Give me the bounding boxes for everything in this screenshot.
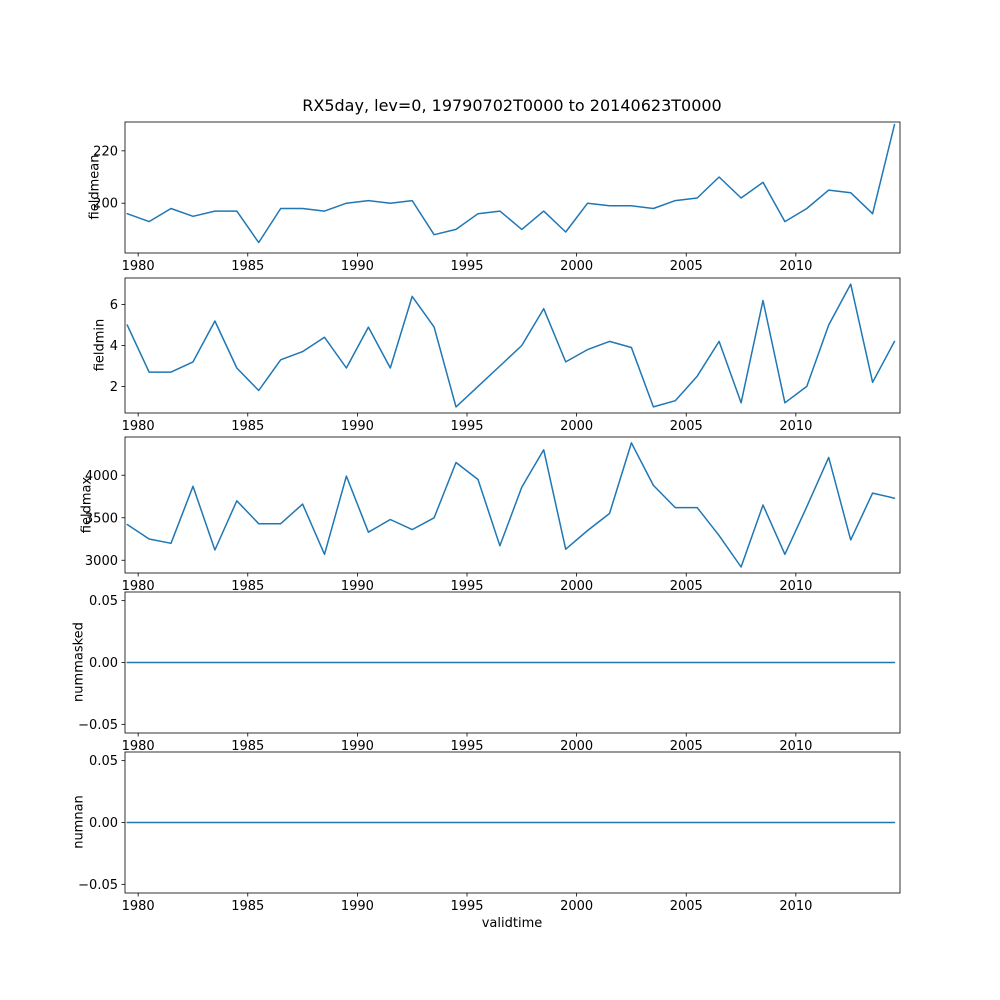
svg-text:4000: 4000 [85, 469, 118, 484]
svg-text:200: 200 [93, 197, 118, 212]
x-axis-label: validtime [481, 916, 543, 931]
ylabel-nummasked: nummasked [71, 622, 87, 702]
svg-text:−0.05: −0.05 [78, 878, 118, 893]
svg-text:1980: 1980 [122, 579, 155, 594]
svg-text:2000: 2000 [560, 259, 593, 274]
svg-text:0.00: 0.00 [89, 656, 118, 671]
svg-text:1980: 1980 [122, 899, 155, 914]
svg-text:1995: 1995 [450, 259, 483, 274]
subplot-numnan: −0.05 0.00 0.05 1980 1985 1990 1995 2000 2005 201… [78, 751, 901, 914]
ylabel-numnan: numnan [71, 795, 87, 849]
svg-text:1985: 1985 [231, 579, 264, 594]
svg-text:2000: 2000 [560, 899, 593, 914]
svg-text:3000: 3000 [85, 554, 118, 569]
svg-text:2005: 2005 [670, 259, 703, 274]
svg-text:−0.05: −0.05 [78, 718, 118, 733]
svg-text:6: 6 [110, 298, 118, 313]
svg-text:2010: 2010 [779, 579, 812, 594]
svg-text:2010: 2010 [779, 419, 812, 434]
svg-text:2005: 2005 [670, 419, 703, 434]
subplot-fieldmin: 2 4 6 1980 1985 1990 1995 2000 2005 2010 [110, 277, 901, 434]
svg-text:0.05: 0.05 [89, 594, 118, 609]
ylabel-fieldmean: fieldmean [87, 154, 103, 220]
svg-text:0.00: 0.00 [89, 816, 118, 831]
svg-text:3500: 3500 [85, 511, 118, 526]
svg-text:1995: 1995 [450, 579, 483, 594]
svg-text:0.05: 0.05 [89, 754, 118, 769]
series-line-fieldmean [126, 123, 896, 244]
svg-text:2000: 2000 [560, 579, 593, 594]
svg-text:2010: 2010 [779, 739, 812, 754]
svg-text:1990: 1990 [341, 899, 374, 914]
svg-text:1985: 1985 [231, 419, 264, 434]
svg-text:1995: 1995 [450, 899, 483, 914]
svg-text:2000: 2000 [560, 739, 593, 754]
subplot-nummasked: −0.05 0.00 0.05 1980 1985 1990 1995 2000 2005 201… [78, 591, 901, 754]
svg-text:2000: 2000 [560, 419, 593, 434]
svg-text:2005: 2005 [670, 739, 703, 754]
svg-text:1985: 1985 [231, 899, 264, 914]
svg-text:1985: 1985 [231, 259, 264, 274]
subplot-fieldmax: 3000 3500 4000 1980 1985 1990 1995 2000 2005 2010 [85, 436, 901, 594]
svg-text:1980: 1980 [122, 419, 155, 434]
svg-text:2: 2 [110, 380, 118, 395]
svg-text:1990: 1990 [341, 259, 374, 274]
svg-text:4: 4 [110, 339, 118, 354]
series-line-fieldmax [126, 442, 896, 568]
svg-text:1995: 1995 [450, 419, 483, 434]
svg-text:1990: 1990 [341, 739, 374, 754]
subplot-fieldmean: 200 220 1980 1985 1990 1995 2000 2005 2010 [93, 121, 901, 274]
series-line-fieldmin [126, 283, 896, 408]
svg-text:1985: 1985 [231, 739, 264, 754]
svg-text:1990: 1990 [341, 419, 374, 434]
svg-text:2005: 2005 [670, 579, 703, 594]
svg-text:1990: 1990 [341, 579, 374, 594]
chart-title: RX5day, lev=0, 19790702T0000 to 20140623… [302, 96, 722, 115]
svg-text:1995: 1995 [450, 739, 483, 754]
svg-text:2005: 2005 [670, 899, 703, 914]
svg-text:2010: 2010 [779, 259, 812, 274]
ylabel-fieldmax: fieldmax [79, 476, 95, 534]
svg-text:1980: 1980 [122, 739, 155, 754]
svg-text:1980: 1980 [122, 259, 155, 274]
svg-text:2010: 2010 [779, 899, 812, 914]
ylabel-fieldmin: fieldmin [92, 318, 108, 372]
svg-text:220: 220 [93, 144, 118, 159]
